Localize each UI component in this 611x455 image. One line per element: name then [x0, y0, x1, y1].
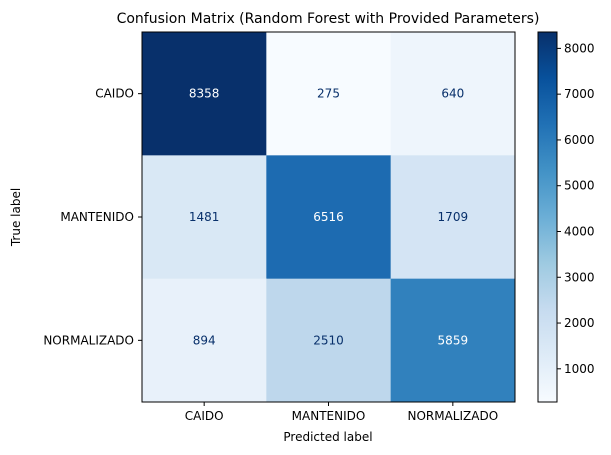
colorbar — [537, 31, 558, 403]
y-tick-label: CAIDO — [95, 87, 134, 101]
heatmap-cell — [142, 278, 267, 403]
heatmap-cells — [142, 32, 516, 403]
cell-value-label: 640 — [441, 87, 464, 101]
cell-value-label: 894 — [193, 333, 216, 347]
heatmap-cell — [390, 32, 516, 156]
heatmap-cell — [142, 32, 267, 156]
heatmap-cell — [266, 155, 392, 280]
heatmap-cell — [390, 155, 516, 280]
heatmap-cell-labels: 8358 275 640 1481 6516 1709 894 2510 5859 — [189, 87, 468, 348]
x-tick-label: CAIDO — [185, 409, 224, 423]
cell-value-label: 1481 — [189, 210, 220, 224]
y-axis-ticks: CAIDO MANTENIDO NORMALIZADO — [43, 87, 142, 347]
x-tick-label: MANTENIDO — [292, 409, 366, 423]
y-tick-label: MANTENIDO — [60, 210, 134, 224]
cell-value-label: 6516 — [313, 210, 344, 224]
y-axis-label: True label — [9, 188, 23, 247]
colorbar-ticks: 1000 2000 3000 4000 5000 6000 7000 8000 — [557, 41, 595, 376]
colorbar-tick-label: 4000 — [564, 224, 595, 238]
colorbar-tick-label: 8000 — [564, 41, 595, 55]
colorbar-tick-label: 3000 — [564, 270, 595, 284]
colorbar-tick-label: 5000 — [564, 179, 595, 193]
heatmap-cell — [266, 278, 392, 403]
heatmap-cell — [266, 32, 392, 156]
heatmap-cell — [142, 155, 267, 280]
colorbar-tick-label: 7000 — [564, 87, 595, 101]
x-tick-label: NORMALIZADO — [407, 409, 498, 423]
colorbar-tick-label: 6000 — [564, 133, 595, 147]
chart-title: Confusion Matrix (Random Forest with Pro… — [117, 11, 540, 27]
x-axis-ticks: CAIDO MANTENIDO NORMALIZADO — [185, 402, 498, 423]
cell-value-label: 275 — [317, 87, 340, 101]
heatmap-cell — [390, 278, 516, 403]
cell-value-label: 1709 — [438, 210, 469, 224]
cell-value-label: 5859 — [438, 333, 469, 347]
colorbar-tick-label: 2000 — [564, 316, 595, 330]
y-tick-label: NORMALIZADO — [43, 333, 134, 347]
cell-value-label: 2510 — [313, 333, 344, 347]
colorbar-tick-label: 1000 — [564, 362, 595, 376]
x-axis-label: Predicted label — [283, 430, 372, 444]
cell-value-label: 8358 — [189, 87, 220, 101]
